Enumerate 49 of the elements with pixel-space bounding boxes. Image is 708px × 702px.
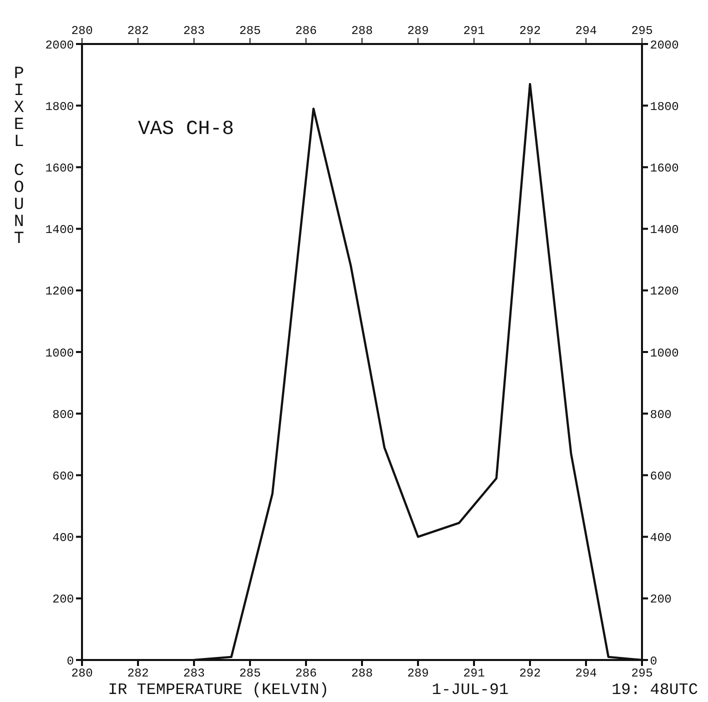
y-tick-label: 1000 bbox=[45, 346, 74, 360]
y-tick-label: 1400 bbox=[45, 223, 74, 238]
y2-tick-label: 600 bbox=[650, 469, 672, 484]
x-axis-title: IR TEMPERATURE (KELVIN) bbox=[108, 681, 329, 699]
y2-tick-label: 0 bbox=[650, 654, 658, 668]
y-tick-label: 1200 bbox=[45, 284, 74, 299]
text: PIXEL COUNT bbox=[14, 65, 24, 249]
x2-tick-label: 280 bbox=[71, 666, 93, 681]
x2-tick-label: 288 bbox=[351, 666, 373, 681]
text: 1-JUL-91 bbox=[432, 681, 509, 699]
x-tick-label: 282 bbox=[127, 24, 149, 38]
x-tick-label: 283 bbox=[183, 24, 205, 38]
y-tick-label: 600 bbox=[52, 469, 74, 484]
x2-tick-label: 294 bbox=[575, 666, 597, 681]
y2-tick-label: 800 bbox=[650, 408, 672, 422]
x2-tick-label: 295 bbox=[631, 666, 653, 681]
x-tick-label: 286 bbox=[295, 24, 317, 38]
y-tick-label: 0 bbox=[66, 654, 74, 668]
x-tick-label: 295 bbox=[631, 24, 653, 38]
x2-tick-label: 291 bbox=[463, 666, 485, 681]
x-tick-label: 280 bbox=[71, 24, 93, 38]
y2-tick-label: 1400 bbox=[650, 223, 679, 238]
y-tick-label: 200 bbox=[52, 592, 74, 607]
x-tick-label: 292 bbox=[519, 24, 541, 38]
y2-tick-label: 400 bbox=[650, 531, 672, 546]
y2-tick-label: 1800 bbox=[650, 100, 679, 114]
y2-tick-label: 2000 bbox=[650, 38, 679, 52]
y-tick-label: 400 bbox=[52, 531, 74, 546]
x2-tick-label: 282 bbox=[127, 666, 149, 681]
y-tick-label: 800 bbox=[52, 408, 74, 422]
x2-tick-label: 285 bbox=[239, 666, 261, 681]
text: 19: 48UTC bbox=[612, 681, 698, 699]
y2-tick-label: 1000 bbox=[650, 346, 679, 360]
y-tick-label: 2000 bbox=[45, 38, 74, 52]
annotation: VAS CH-8 bbox=[138, 118, 234, 141]
x2-tick-label: 289 bbox=[407, 666, 429, 681]
x-tick-label: 291 bbox=[463, 24, 485, 38]
y-tick-label: 1600 bbox=[45, 161, 74, 176]
x2-tick-label: 292 bbox=[519, 666, 541, 681]
y2-tick-label: 200 bbox=[650, 592, 672, 607]
y2-tick-label: 1600 bbox=[650, 161, 679, 176]
y-tick-label: 1800 bbox=[45, 100, 74, 114]
x-tick-label: 288 bbox=[351, 24, 373, 38]
x2-tick-label: 286 bbox=[295, 666, 317, 681]
x-tick-label: 294 bbox=[575, 24, 597, 38]
x2-tick-label: 283 bbox=[183, 666, 205, 681]
x-tick-label: 289 bbox=[407, 24, 429, 38]
x-tick-label: 285 bbox=[239, 24, 261, 38]
y2-tick-label: 1200 bbox=[650, 284, 679, 299]
